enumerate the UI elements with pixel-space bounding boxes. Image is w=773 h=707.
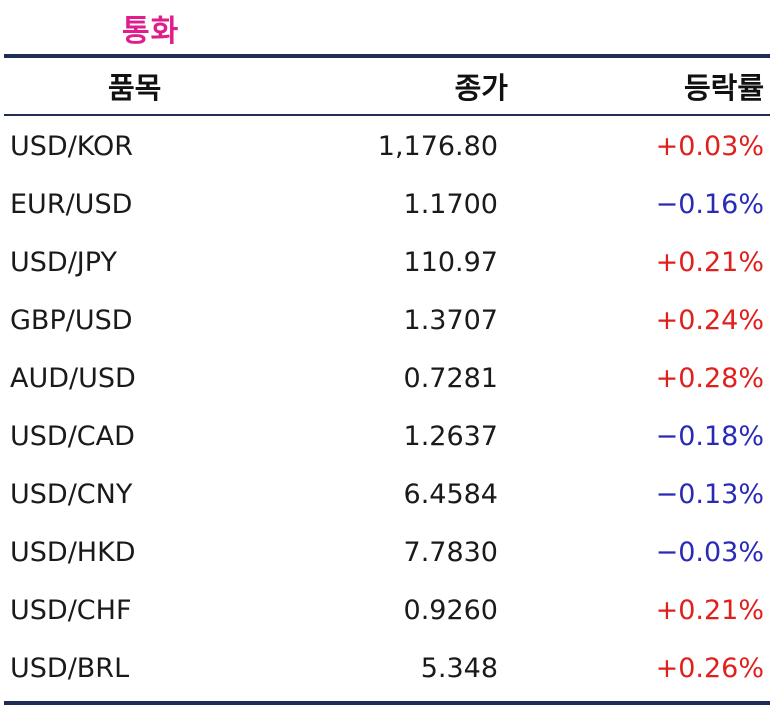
row-name: USD/CAD <box>10 421 135 452</box>
table-row: AUD/USD 0.7281 +0.28% <box>4 350 770 408</box>
row-change: −0.13% <box>655 479 764 510</box>
table-row: USD/CAD 1.2637 −0.18% <box>4 408 770 466</box>
row-name: USD/JPY <box>10 247 117 278</box>
currency-table: 품목 종가 등락률 USD/KOR 1,176.80 +0.03% EUR/US… <box>4 54 770 705</box>
table-row: USD/BRL 5.348 +0.26% <box>4 640 770 698</box>
table-body: USD/KOR 1,176.80 +0.03% EUR/USD 1.1700 −… <box>4 116 770 701</box>
header-divider <box>4 114 770 116</box>
row-change: +0.28% <box>655 363 764 394</box>
row-name: GBP/USD <box>10 305 133 336</box>
table-top-rule <box>4 54 770 58</box>
row-name: EUR/USD <box>10 189 133 220</box>
row-name: USD/KOR <box>10 131 134 162</box>
row-price: 0.9260 <box>403 595 498 626</box>
row-name: USD/BRL <box>10 653 130 684</box>
table-row: USD/HKD 7.7830 −0.03% <box>4 524 770 582</box>
row-change: −0.16% <box>655 189 764 220</box>
header-price: 종가 <box>454 71 508 105</box>
row-price: 0.7281 <box>403 363 498 394</box>
header-name: 품목 <box>108 71 162 105</box>
row-price: 1,176.80 <box>377 131 498 162</box>
row-price: 1.2637 <box>403 421 498 452</box>
table-row: EUR/USD 1.1700 −0.16% <box>4 176 770 234</box>
row-price: 5.348 <box>420 653 498 684</box>
row-name: USD/CHF <box>10 595 132 626</box>
table-header-row: 품목 종가 등락률 <box>4 58 770 114</box>
row-name: USD/HKD <box>10 537 136 568</box>
table-row: USD/JPY 110.97 +0.21% <box>4 234 770 292</box>
table-row: USD/CHF 0.9260 +0.21% <box>4 582 770 640</box>
table-row: USD/KOR 1,176.80 +0.03% <box>4 118 770 176</box>
row-change: +0.21% <box>655 247 764 278</box>
row-change: −0.18% <box>655 421 764 452</box>
row-change: +0.21% <box>655 595 764 626</box>
row-change: +0.26% <box>655 653 764 684</box>
table-row: GBP/USD 1.3707 +0.24% <box>4 292 770 350</box>
table-row: USD/CNY 6.4584 −0.13% <box>4 466 770 524</box>
table-bottom-rule <box>4 701 770 705</box>
row-name: USD/CNY <box>10 479 133 510</box>
row-price: 6.4584 <box>403 479 498 510</box>
row-price: 110.97 <box>403 247 498 278</box>
row-price: 7.7830 <box>403 537 498 568</box>
row-change: −0.03% <box>655 537 764 568</box>
section-title: 통화 <box>122 14 180 49</box>
row-name: AUD/USD <box>10 363 136 394</box>
row-price: 1.3707 <box>403 305 498 336</box>
header-change: 등락률 <box>683 71 764 105</box>
row-change: +0.24% <box>655 305 764 336</box>
row-price: 1.1700 <box>403 189 498 220</box>
row-change: +0.03% <box>655 131 764 162</box>
